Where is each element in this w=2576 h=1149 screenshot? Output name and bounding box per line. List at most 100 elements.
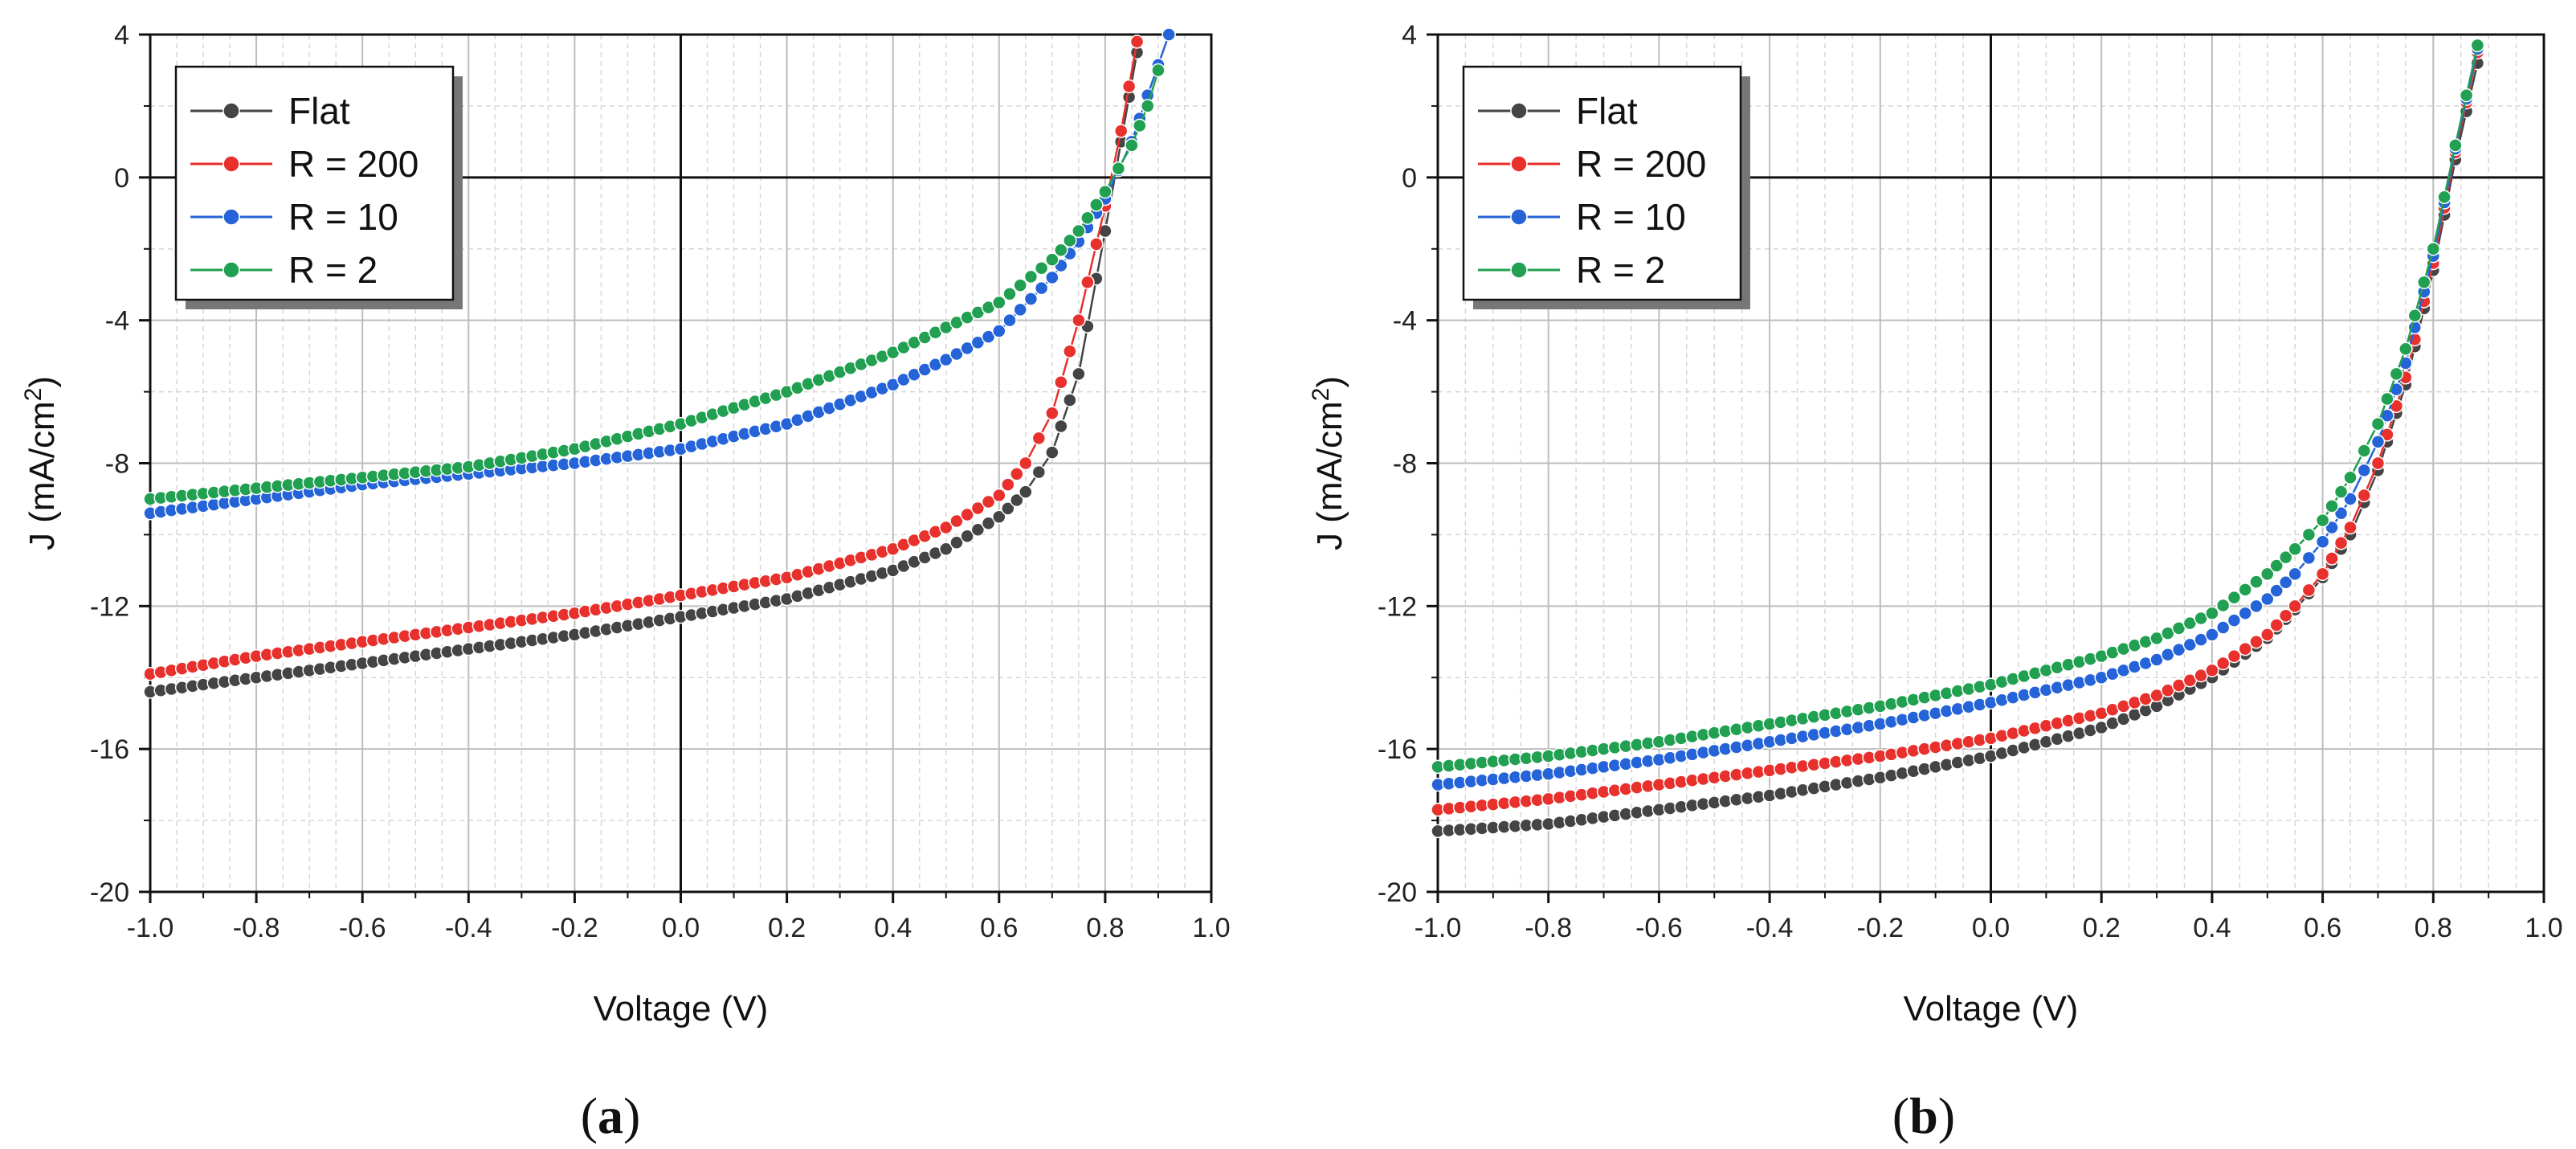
- data-point: [2370, 456, 2386, 471]
- data-point: [1080, 211, 1095, 225]
- data-point: [2249, 574, 2264, 589]
- x-tick-label: 0.0: [1972, 913, 2010, 943]
- data-point: [2260, 628, 2275, 642]
- data-point: [1063, 344, 1077, 358]
- data-point: [1054, 243, 1068, 257]
- legend-swatch-marker: [222, 155, 240, 173]
- legend-swatch-marker: [1510, 155, 1528, 173]
- data-point: [1072, 223, 1086, 239]
- data-point: [1010, 467, 1024, 481]
- legend-item: R = 200: [190, 143, 418, 185]
- legend-swatch-marker: [222, 261, 240, 279]
- data-point: [1063, 233, 1077, 248]
- data-point: [2370, 416, 2386, 431]
- series-r-2: [1431, 38, 2485, 775]
- data-point: [2315, 513, 2330, 528]
- data-point: [2205, 606, 2219, 620]
- data-point: [2215, 620, 2231, 635]
- data-point: [1023, 292, 1039, 306]
- panel-label-letter: b: [1909, 1087, 1938, 1144]
- data-point: [2333, 505, 2349, 521]
- data-point: [1019, 485, 1033, 499]
- data-point: [2325, 520, 2339, 535]
- data-point: [2301, 550, 2317, 566]
- data-point: [2215, 656, 2231, 671]
- data-point: [1023, 269, 1039, 284]
- legend-label: Flat: [288, 90, 350, 132]
- y-axis-title-main: J (mA/cm: [22, 401, 62, 550]
- data-point: [2278, 608, 2293, 623]
- x-tick-label: 0.2: [2083, 913, 2121, 943]
- x-tick-label: -0.4: [445, 913, 492, 943]
- series-r-10: [1431, 42, 2485, 792]
- x-tick-label: 0.2: [768, 913, 806, 943]
- legend-swatch-marker: [222, 208, 240, 226]
- data-point: [2325, 551, 2339, 566]
- x-tick-label: -0.2: [551, 913, 598, 943]
- data-point: [949, 513, 964, 529]
- data-point: [1063, 393, 1077, 407]
- data-point: [1045, 445, 1059, 460]
- data-point: [2238, 583, 2252, 597]
- legend-label: R = 2: [1576, 249, 1665, 291]
- data-point: [939, 520, 953, 535]
- x-axis-title: Voltage (V): [594, 989, 769, 1028]
- y-tick-label: -20: [90, 877, 129, 908]
- data-point: [2278, 574, 2293, 590]
- data-point: [949, 346, 964, 362]
- data-point: [2380, 391, 2394, 407]
- legend-item: R = 10: [190, 196, 398, 238]
- panel-label-open-paren: (: [581, 1087, 598, 1144]
- legend-label: R = 200: [288, 143, 418, 185]
- data-point: [2288, 566, 2302, 582]
- data-point: [2269, 558, 2284, 573]
- data-point: [981, 494, 996, 509]
- data-point: [939, 352, 953, 367]
- legend-item: R = 2: [1478, 249, 1665, 291]
- data-point: [970, 522, 986, 537]
- x-tick-label: 0.6: [2304, 913, 2341, 943]
- data-point: [1072, 366, 1086, 382]
- data-point: [1034, 280, 1049, 296]
- legend-swatch-marker: [1510, 102, 1528, 120]
- y-tick-label: 4: [1402, 20, 1417, 51]
- data-point: [1019, 456, 1033, 471]
- data-point: [1054, 374, 1068, 390]
- data-point: [1031, 431, 1047, 446]
- x-tick-label: -0.8: [1525, 913, 1572, 943]
- data-point: [2315, 566, 2330, 582]
- data-point: [1111, 161, 1126, 176]
- x-tick-label: -0.2: [1857, 913, 1904, 943]
- data-point: [1045, 270, 1059, 285]
- legend-label: R = 10: [288, 196, 398, 238]
- data-point: [960, 529, 974, 543]
- x-tick-label: 1.0: [2525, 913, 2562, 943]
- x-tick-label: -0.8: [233, 913, 280, 943]
- data-point: [1089, 237, 1104, 251]
- legend-item: R = 2: [190, 249, 378, 291]
- data-point: [2227, 613, 2242, 628]
- data-point: [2417, 275, 2431, 289]
- legend-item: Flat: [1478, 90, 1638, 132]
- x-tick-label: 0.6: [980, 913, 1018, 943]
- series-r-2: [143, 63, 1166, 506]
- y-axis-title-superscript: 2: [1308, 388, 1334, 402]
- data-point: [1045, 252, 1059, 267]
- data-point: [1125, 138, 1139, 153]
- data-point: [2315, 534, 2330, 550]
- data-point: [1072, 313, 1086, 328]
- panel-label-letter: a: [598, 1087, 623, 1144]
- legend-swatch-marker: [1510, 261, 1528, 279]
- data-point: [960, 507, 974, 522]
- legend-label: R = 2: [288, 249, 378, 291]
- data-point: [2370, 435, 2386, 449]
- data-point: [1129, 35, 1145, 49]
- y-tick-label: -8: [105, 449, 129, 480]
- panel-label: (b): [1892, 1087, 1955, 1144]
- data-point: [981, 329, 996, 344]
- x-tick-label: -1.0: [127, 913, 174, 943]
- panel-label-close-paren: ): [623, 1087, 640, 1144]
- legend-box: [174, 65, 455, 301]
- data-point: [2269, 618, 2284, 632]
- data-point: [2325, 499, 2339, 513]
